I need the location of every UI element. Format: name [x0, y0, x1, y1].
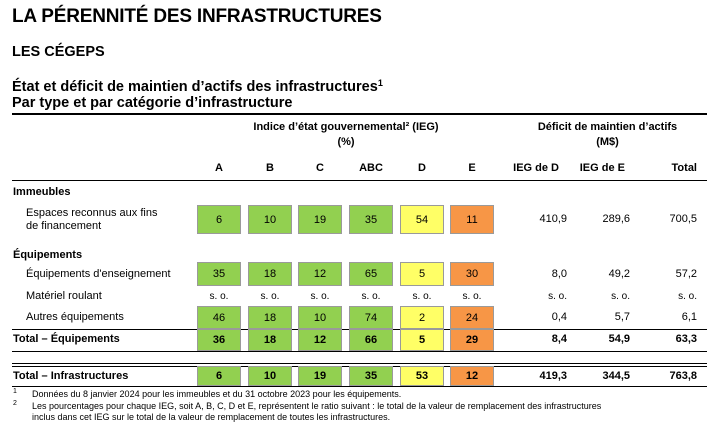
- ieg-cell-d: 5: [400, 329, 444, 351]
- ieg-cell-abc: 66: [349, 329, 393, 351]
- deficit-ieg-e: 5,7: [614, 311, 630, 323]
- footnote-ref: 1: [377, 78, 383, 88]
- ieg-group-header: Indice d’état gouvernemental² (IEG) (%): [196, 120, 496, 150]
- table-caption: État et déficit de maintien d’actifs des…: [12, 78, 383, 95]
- table-caption-text: État et déficit de maintien d’actifs des…: [12, 79, 378, 95]
- row-label: Total – Infrastructures: [13, 370, 129, 382]
- ieg-cell-e: 30: [450, 262, 494, 286]
- ieg-cell-a: 35: [197, 262, 241, 286]
- ieg-cell-abc: 74: [349, 306, 393, 329]
- ieg-cell-abc: 65: [349, 262, 393, 286]
- deficit-total: 763,8: [669, 370, 697, 382]
- footnote-text-line2: inclus dans cet IEG sur le total de la v…: [32, 412, 391, 422]
- col-header-c: C: [316, 162, 324, 174]
- section-label-immeubles: Immeubles: [13, 186, 71, 198]
- deficit-total: 700,5: [669, 213, 697, 225]
- ieg-cell-b: 18: [248, 329, 292, 351]
- ieg-cell-e: s. o.: [462, 291, 482, 302]
- ieg-cell-a: 6: [197, 205, 241, 234]
- deficit-group-header: Déficit de maintien d’actifs (M$): [510, 120, 705, 150]
- table-bottom-rule: [12, 386, 707, 387]
- deficit-ieg-d: 0,4: [551, 311, 567, 323]
- deficit-ieg-e: s. o.: [611, 291, 630, 302]
- ieg-cell-a: 36: [197, 329, 241, 351]
- ieg-cell-c: 10: [298, 306, 342, 329]
- row-label-line1: Espaces reconnus aux fins: [26, 207, 158, 219]
- ieg-cell-d: 54: [400, 205, 444, 234]
- row-label: Total – Équipements: [13, 333, 120, 345]
- deficit-group-header-line2: (M$): [596, 136, 619, 148]
- ieg-cell-d: s. o.: [412, 291, 432, 302]
- footnote-mark: 1: [13, 388, 17, 395]
- ieg-cell-c: 12: [298, 329, 342, 351]
- col-header-a: A: [215, 162, 223, 174]
- row-label-line2: de financement: [26, 220, 102, 232]
- total-top-rule: [12, 363, 707, 364]
- deficit-group-header-line1: Déficit de maintien d’actifs: [537, 121, 678, 133]
- deficit-total: 57,2: [675, 268, 697, 280]
- col-header-ieg-e: IEG de E: [579, 162, 625, 174]
- deficit-ieg-e: 289,6: [602, 213, 630, 225]
- deficit-ieg-d: 410,9: [539, 213, 567, 225]
- section-label-equipements: Équipements: [13, 249, 83, 261]
- deficit-ieg-e: 344,5: [602, 370, 630, 382]
- row-label: Autres équipements: [26, 311, 124, 323]
- ieg-cell-b: 10: [248, 366, 292, 386]
- page-subtitle: LES CÉGEPS: [12, 44, 105, 60]
- ieg-cell-b: 18: [248, 262, 292, 286]
- ieg-cell-b: s. o.: [260, 291, 280, 302]
- deficit-ieg-d: 8,0: [551, 268, 567, 280]
- col-header-e: E: [468, 162, 476, 174]
- ieg-cell-c: 12: [298, 262, 342, 286]
- ieg-cell-c: 19: [298, 205, 342, 234]
- ieg-cell-abc: 35: [349, 205, 393, 234]
- footnote-text-line1: Les pourcentages pour chaque IEG, soit A…: [32, 401, 602, 411]
- deficit-total: s. o.: [678, 291, 697, 302]
- header-bottom-rule: [12, 180, 707, 181]
- deficit-total: 6,1: [681, 311, 697, 323]
- ieg-cell-a: s. o.: [209, 291, 229, 302]
- ieg-cell-d: 53: [400, 366, 444, 386]
- deficit-total: 63,3: [675, 333, 697, 345]
- table-caption-sub: Par type et par catégorie d’infrastructu…: [12, 95, 293, 111]
- ieg-group-header-line1: Indice d’état gouvernemental² (IEG): [253, 121, 439, 133]
- col-header-ieg-d: IEG de D: [513, 162, 559, 174]
- ieg-cell-e: 24: [450, 306, 494, 329]
- ieg-cell-e: 11: [450, 205, 494, 234]
- subtotal-bottom-rule: [12, 351, 707, 352]
- row-label: Équipements d'enseignement: [26, 268, 171, 280]
- ieg-group-header-line2: (%): [337, 136, 355, 148]
- table-top-rule: [12, 113, 707, 115]
- deficit-ieg-d: 8,4: [551, 333, 567, 345]
- ieg-cell-abc: s. o.: [361, 291, 381, 302]
- footnote-text: Les pourcentages pour chaque IEG, soit A…: [32, 401, 601, 423]
- col-header-abc: ABC: [359, 162, 383, 174]
- deficit-ieg-e: 49,2: [608, 268, 630, 280]
- footnote-text: Données du 8 janvier 2024 pour les immeu…: [32, 389, 402, 399]
- ieg-cell-c: 19: [298, 366, 342, 386]
- deficit-ieg-e: 54,9: [608, 333, 630, 345]
- ieg-cell-e: 29: [450, 329, 494, 351]
- ieg-cell-a: 46: [197, 306, 241, 329]
- ieg-cell-b: 10: [248, 205, 292, 234]
- page-title: LA PÉRENNITÉ DES INFRASTRUCTURES: [12, 6, 382, 27]
- ieg-cell-b: 18: [248, 306, 292, 329]
- col-header-d: D: [418, 162, 426, 174]
- ieg-cell-e: 12: [450, 366, 494, 386]
- row-label: Matériel roulant: [26, 290, 102, 302]
- footnote-mark: 2: [13, 400, 17, 407]
- ieg-cell-d: 2: [400, 306, 444, 329]
- col-header-total: Total: [671, 162, 697, 174]
- ieg-cell-d: 5: [400, 262, 444, 286]
- ieg-cell-abc: 35: [349, 366, 393, 386]
- row-label: Espaces reconnus aux fins de financement: [26, 207, 157, 233]
- deficit-ieg-d: s. o.: [548, 291, 567, 302]
- col-header-b: B: [266, 162, 274, 174]
- ieg-cell-c: s. o.: [310, 291, 330, 302]
- ieg-cell-a: 6: [197, 366, 241, 386]
- deficit-ieg-d: 419,3: [539, 370, 567, 382]
